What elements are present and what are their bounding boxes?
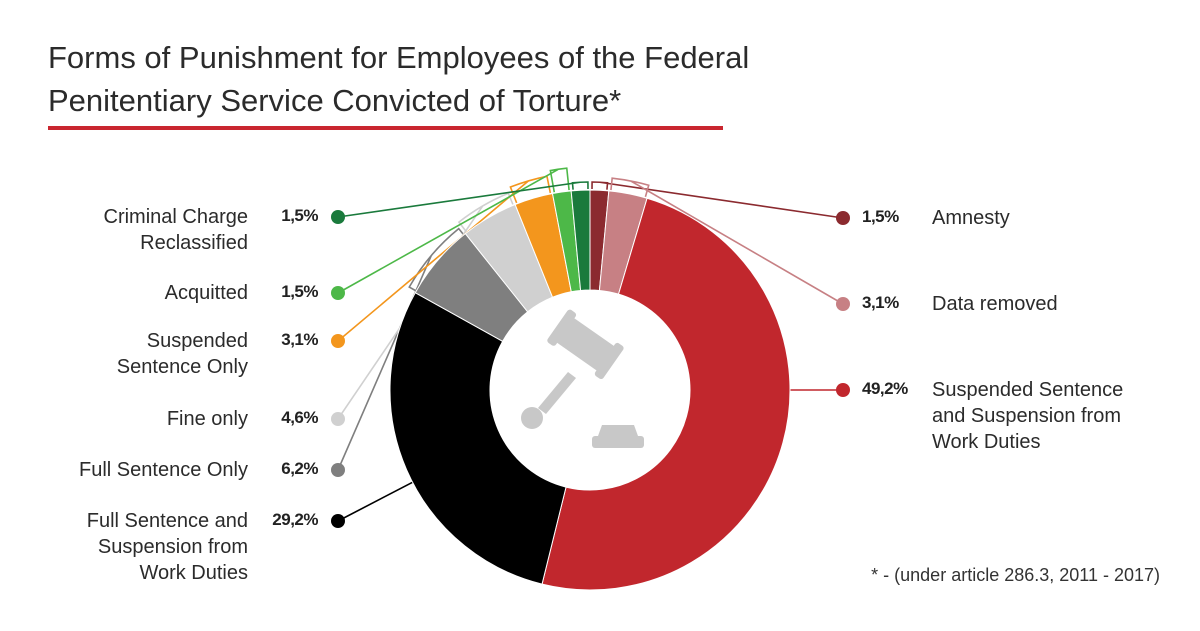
legend-dot-amnesty xyxy=(836,211,850,225)
slice-label-fine-only: Fine only xyxy=(166,408,248,430)
slice-label-suspended-sentence-only: Suspended Sentence Only xyxy=(116,330,248,378)
leader-line-amnesty xyxy=(591,181,844,219)
slice-label-acquitted: Acquitted xyxy=(164,282,248,304)
slice-label-full-sentence-only: Full Sentence Only xyxy=(79,459,248,481)
legend-dot-criminal-charge-reclassified xyxy=(331,210,345,224)
legend-dots xyxy=(331,210,850,528)
legend-dot-fine-only xyxy=(331,412,345,426)
donut-hole xyxy=(490,290,690,490)
chart-title-line-2: Penitentiary Service Convicted of Tortur… xyxy=(48,83,622,118)
legend-dot-full-sentence-and-suspension-from-work-duties xyxy=(331,514,345,528)
slice-value-suspended-sentence-only: 3,1% xyxy=(281,330,318,349)
slice-value-suspended-sentence-and-suspension-from-work-duties: 49,2% xyxy=(862,379,908,398)
slice-value-acquitted: 1,5% xyxy=(281,282,318,301)
legend-dot-suspended-sentence-and-suspension-from-work-duties xyxy=(836,383,850,397)
slice-label-suspended-sentence-and-suspension-from-work-duties: Suspended Sentence and Suspension from Wor… xyxy=(932,379,1124,453)
chart-title: Forms of Punishment for Employees of the… xyxy=(48,36,749,122)
leader-line-data-removed xyxy=(610,177,844,305)
legend-dot-data-removed xyxy=(836,297,850,311)
legend-dot-full-sentence-only xyxy=(331,463,345,477)
gavel-icon xyxy=(521,309,644,448)
leader-line-full-sentence-and-suspension-from-work-duties xyxy=(337,479,417,522)
donut-slices xyxy=(389,189,791,591)
slice-value-amnesty: 1,5% xyxy=(862,207,899,226)
legend-dot-acquitted xyxy=(331,286,345,300)
legend-dot-suspended-sentence-only xyxy=(331,334,345,348)
slice-value-data-removed: 3,1% xyxy=(862,293,899,312)
slice-value-full-sentence-only: 6,2% xyxy=(281,459,318,478)
slice-label-data-removed: Data removed xyxy=(932,293,1058,315)
slice-label-amnesty: Amnesty xyxy=(932,207,1010,229)
leader-line-criminal-charge-reclassified xyxy=(337,181,589,218)
slice-value-full-sentence-and-suspension-from-work-duties: 29,2% xyxy=(272,510,318,529)
footnote: * - (under article 286.3, 2011 - 2017) xyxy=(871,565,1160,585)
slice-value-fine-only: 4,6% xyxy=(281,408,318,427)
title-underline xyxy=(48,126,723,130)
slice-label-criminal-charge-reclassified: Criminal Charge Reclassified xyxy=(103,206,249,254)
slice-label-full-sentence-and-suspension-from-work-duties: Full Sentence and Suspension from Work Dut… xyxy=(86,510,248,584)
slice-value-criminal-charge-reclassified: 1,5% xyxy=(281,206,318,225)
chart-title-line-1: Forms of Punishment for Employees of the… xyxy=(48,40,750,75)
